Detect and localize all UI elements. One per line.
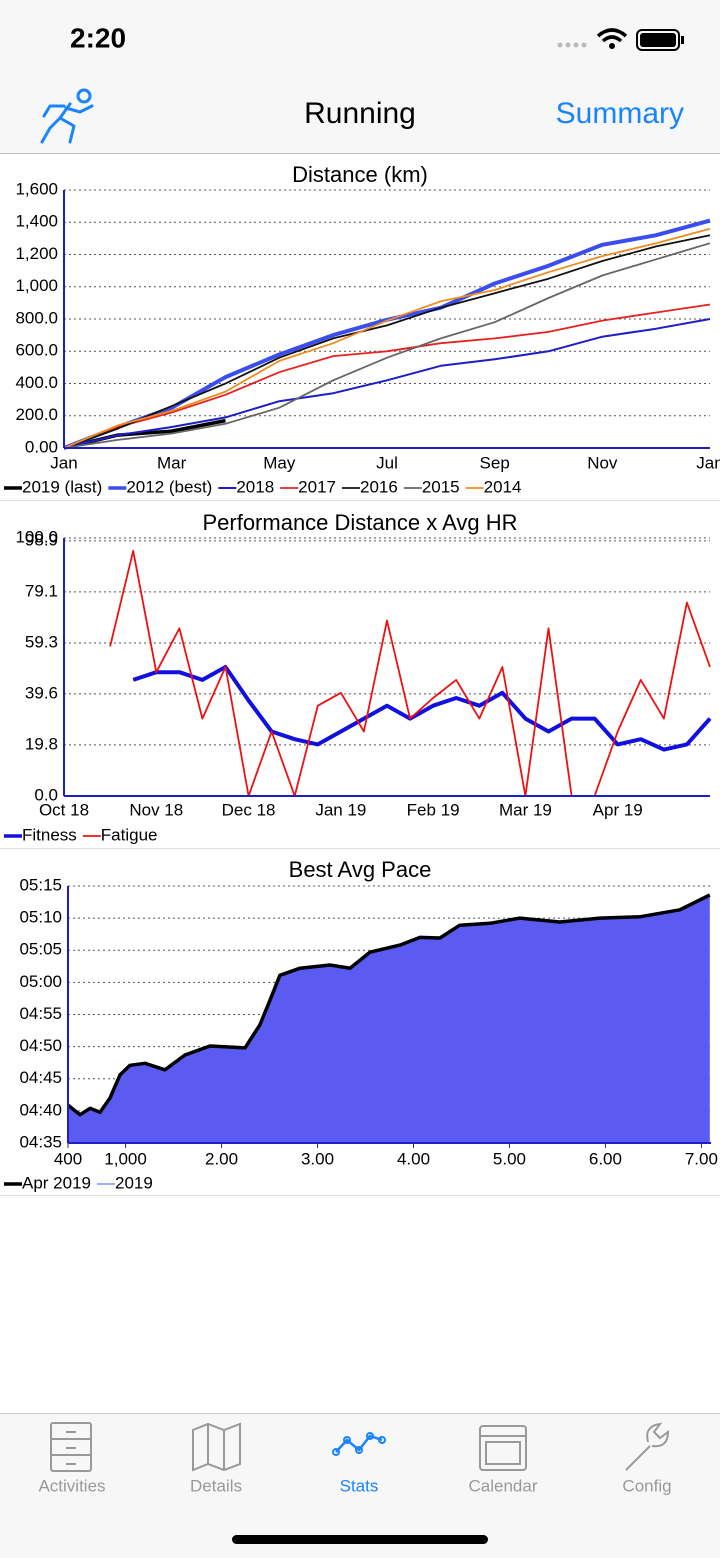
line — [109, 550, 711, 797]
area — [68, 895, 710, 1143]
y-tick-label: 05:15 — [19, 875, 62, 894]
legend-label: Fitness — [22, 825, 77, 844]
x-tick-label: 400 — [54, 1149, 82, 1168]
x-tick-label: 5.00 — [493, 1149, 526, 1168]
x-tick-label: Mar 19 — [499, 800, 552, 819]
legend-label: 2019 (last) — [22, 477, 102, 496]
legend-label: Apr 2019 — [22, 1173, 91, 1192]
y-tick-label: 800.0 — [15, 308, 58, 327]
tab-bar — [0, 1413, 720, 1558]
x-tick-label: Dec 18 — [222, 800, 276, 819]
y-tick-label: 0.00 — [25, 437, 58, 456]
status-icons — [557, 28, 684, 51]
summary-button[interactable]: Summary — [556, 97, 684, 130]
y-tick-label: 05:00 — [19, 972, 62, 991]
x-tick-label: 6.00 — [589, 1149, 622, 1168]
x-tick-label: Jan — [50, 453, 77, 472]
x-tick-label: Feb 19 — [407, 800, 460, 819]
y-tick-label: 100.0 — [15, 527, 58, 546]
y-tick-label: 04:40 — [19, 1100, 62, 1119]
y-tick-label: 1,600 — [15, 179, 58, 198]
y-tick-label: 1,400 — [15, 212, 58, 231]
line — [63, 227, 711, 449]
y-tick-label: 04:55 — [19, 1004, 62, 1023]
nav-title: Running — [304, 97, 416, 130]
y-tick-label: 39.6 — [25, 683, 58, 702]
x-tick-label: Apr 19 — [593, 800, 643, 819]
tab-label[interactable]: Activities — [38, 1476, 105, 1495]
status-time: 2:20 — [70, 22, 126, 53]
x-tick-label: Nov — [587, 453, 618, 472]
legend-label: 2018 — [236, 477, 274, 496]
y-tick-label: 200.0 — [15, 405, 58, 424]
line — [63, 303, 711, 449]
x-tick-label: 4.00 — [397, 1149, 430, 1168]
tab-icons — [50, 1422, 670, 1472]
y-tick-label: 98.9 — [25, 530, 58, 549]
x-tick-label: Mar — [157, 453, 187, 472]
legend-label: Fatigue — [101, 825, 158, 844]
nav-background — [0, 0, 720, 153]
tab-label[interactable]: Calendar — [469, 1476, 538, 1495]
legend-label: 2015 — [422, 477, 460, 496]
tab-label[interactable]: Details — [190, 1476, 242, 1495]
legend-label: 2012 (best) — [126, 477, 212, 496]
tab-label[interactable]: Stats — [340, 1476, 379, 1495]
runner-icon[interactable] — [40, 88, 94, 144]
y-tick-label: 400.0 — [15, 373, 58, 392]
y-tick-label: 04:50 — [19, 1036, 62, 1055]
y-tick-label: 05:10 — [19, 908, 62, 927]
x-tick-label: 2.00 — [205, 1149, 238, 1168]
chart-title: Performance Distance x Avg HR — [202, 510, 517, 535]
legend-label: 2019 — [115, 1173, 153, 1192]
x-tick-label: Jan — [696, 453, 720, 472]
line — [66, 893, 711, 1117]
y-tick-label: 19.8 — [25, 734, 58, 753]
y-tick-label: 59.3 — [25, 632, 58, 651]
x-tick-label: 1,000 — [104, 1149, 147, 1168]
line — [63, 318, 711, 449]
home-indicator — [232, 1535, 488, 1544]
x-tick-label: Jan 19 — [315, 800, 366, 819]
chart-title: Best Avg Pace — [289, 857, 432, 882]
x-tick-label: Nov 18 — [129, 800, 183, 819]
legend-label: 2017 — [298, 477, 336, 496]
legend-label: 2014 — [484, 477, 522, 496]
legend-label: 2016 — [360, 477, 398, 496]
x-tick-label: Jul — [376, 453, 398, 472]
tab-label[interactable]: Config — [622, 1476, 671, 1495]
y-tick-label: 600.0 — [15, 341, 58, 360]
chart-title: Distance (km) — [292, 162, 428, 187]
x-tick-label: 7.00 — [685, 1149, 718, 1168]
y-tick-label: 04:45 — [19, 1068, 62, 1087]
x-tick-label: Oct 18 — [39, 800, 89, 819]
y-tick-label: 79.1 — [25, 581, 58, 600]
x-tick-label: May — [263, 453, 296, 472]
y-tick-label: 04:35 — [19, 1132, 62, 1151]
x-tick-label: 3.00 — [301, 1149, 334, 1168]
line — [63, 234, 711, 449]
y-tick-label: 1,000 — [15, 276, 58, 295]
y-tick-label: 0.0 — [34, 785, 58, 804]
y-tick-label: 05:05 — [19, 940, 62, 959]
y-tick-label: 1,200 — [15, 244, 58, 263]
line — [63, 242, 711, 449]
x-tick-label: Sep — [480, 453, 510, 472]
